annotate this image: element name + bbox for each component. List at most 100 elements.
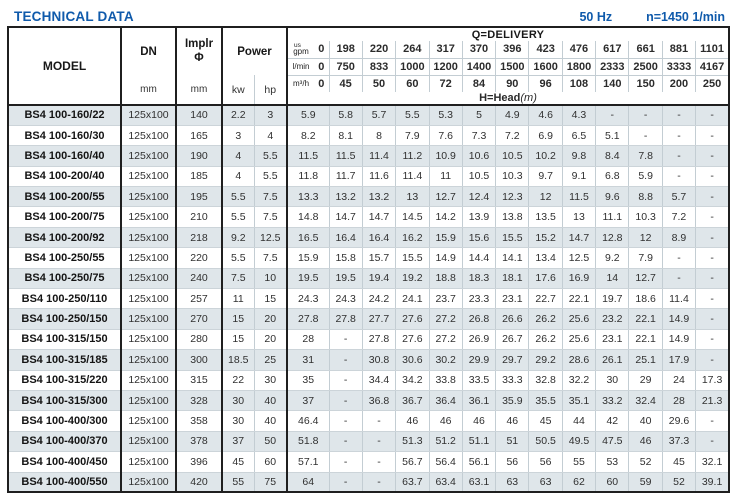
speed-label: n=1450 1/min: [646, 10, 725, 24]
head-value-cell: 22.1: [628, 308, 663, 330]
table-row: BS4 100-315/150 125x100 280 15 20 28-27.8 27.6…: [8, 329, 729, 351]
delivery-m3h-value: 45: [328, 75, 363, 92]
impeller-cell: 270: [175, 308, 222, 330]
model-cell: BS4 100-200/92: [8, 227, 121, 249]
kw-cell: 15: [221, 308, 254, 330]
head-value-cell: 12.4: [461, 186, 496, 208]
head-value-cell: -: [695, 308, 729, 330]
dn-cell: 125x100: [120, 145, 176, 167]
delivery-lmin-value: 2333: [595, 58, 629, 76]
table-row: BS4 100-160/40 125x100 190 4 5.5 11.5 11.5 11.4…: [8, 145, 729, 167]
head-value-cell: 27.2: [428, 308, 463, 330]
head-value-cell: -: [695, 288, 729, 310]
impeller-cell: 396: [175, 451, 222, 473]
delivery-lmin-value: 1400: [461, 58, 496, 76]
dn-cell: 125x100: [120, 105, 176, 126]
head-value-cell: 18.6: [628, 288, 663, 310]
head-value-cell: 13: [395, 186, 429, 208]
head-value-cell: -: [328, 329, 363, 351]
head-value-cell: 28.6: [561, 349, 596, 371]
head-value-cell: 56.4: [428, 451, 463, 473]
model-cell: BS4 100-315/220: [8, 370, 121, 391]
delivery-lmin-value: 2500: [628, 58, 663, 76]
head-value-cell: 27.6: [395, 308, 429, 330]
head-value-cell: -: [661, 145, 696, 167]
head-value-cell: 33.8: [428, 370, 463, 391]
head-value-cell: 27.8: [361, 329, 396, 351]
head-value-cell: 9.8: [561, 145, 596, 167]
model-cell: BS4 100-400/300: [8, 410, 121, 432]
gpm-unit-label: us gpm: [286, 41, 315, 59]
head-value-cell: 16.4: [328, 227, 363, 249]
head-value-cell: 23.7: [428, 288, 463, 310]
head-value-cell: 30.8: [361, 349, 396, 371]
power-column-header: Power: [220, 27, 288, 75]
head-value-cell: 27.8: [286, 308, 330, 330]
delivery-lmin-value: 1200: [428, 58, 463, 76]
head-value-cell: 29.6: [661, 410, 696, 432]
head-value-cell: 21.3: [695, 390, 729, 412]
delivery-lmin-value: 833: [361, 58, 396, 76]
head-value-cell: 8.8: [628, 186, 663, 208]
table-row: BS4 100-315/300 125x100 328 30 40 37-36.8 36.7…: [8, 390, 729, 412]
hp-cell: 10: [253, 268, 288, 290]
impeller-cell: 140: [175, 105, 222, 126]
impeller-cell: 240: [175, 268, 222, 290]
head-value-cell: -: [361, 410, 396, 432]
table-header: MODEL DN Implr Φ Power Q=DELIVERY us gpm…: [8, 27, 729, 106]
head-value-cell: 56: [495, 451, 529, 473]
head-value-cell: 35.9: [495, 390, 529, 412]
head-value-cell: 52: [628, 451, 663, 473]
delivery-m3h-value: 108: [561, 75, 596, 92]
table-row: BS4 100-200/40 125x100 185 4 5.5 11.8 11.7 11.6…: [8, 166, 729, 188]
head-value-cell: 34.2: [395, 370, 429, 391]
head-value-cell: 59: [628, 472, 663, 493]
head-value-cell: 29: [628, 370, 663, 391]
dn-cell: 125x100: [120, 410, 176, 432]
delivery-lmin-value: 1800: [561, 58, 596, 76]
head-value-cell: 5.5: [395, 105, 429, 126]
impeller-cell: 280: [175, 329, 222, 351]
head-value-cell: 56: [528, 451, 563, 473]
head-value-cell: 5.7: [361, 105, 396, 126]
model-column-header: MODEL: [8, 27, 121, 106]
head-value-cell: 36.7: [395, 390, 429, 412]
head-value-cell: 26.9: [461, 329, 496, 351]
head-value-cell: 45: [661, 451, 696, 473]
head-value-cell: 51.2: [428, 431, 463, 453]
impeller-cell: 420: [175, 472, 222, 493]
head-value-cell: -: [695, 329, 729, 351]
kw-cell: 30: [221, 410, 254, 432]
impeller-label: Implr: [184, 38, 214, 51]
head-value-cell: 32.2: [561, 370, 596, 391]
model-cell: BS4 100-200/55: [8, 186, 121, 208]
head-value-cell: 25.1: [628, 349, 663, 371]
head-value-cell: 13.2: [328, 186, 363, 208]
head-value-cell: 13.2: [361, 186, 396, 208]
head-value-cell: 23.3: [461, 288, 496, 310]
dn-cell: 125x100: [120, 186, 176, 208]
impeller-cell: 220: [175, 247, 222, 269]
head-value-cell: 23.1: [495, 288, 529, 310]
head-value-cell: 4.6: [528, 105, 563, 126]
hp-unit-label: hp: [253, 75, 288, 106]
page-title: TECHNICAL DATA: [14, 9, 134, 24]
delivery-gpm-value: 476: [561, 41, 596, 59]
head-value-cell: 30.2: [428, 349, 463, 371]
model-cell: BS4 100-400/450: [8, 451, 121, 473]
head-value-cell: 14.5: [395, 206, 429, 228]
head-value-cell: 10.9: [428, 145, 463, 167]
head-value-cell: -: [695, 186, 729, 208]
impeller-column-header: Implr Φ: [175, 27, 222, 75]
delivery-m3h-value: 50: [361, 75, 396, 92]
head-value-cell: 46: [495, 410, 529, 432]
us-label: us: [294, 41, 301, 49]
head-value-cell: 49.5: [561, 431, 596, 453]
table-row: BS4 100-400/550 125x100 420 55 75 64- -63.7 63.…: [8, 472, 729, 493]
head-value-cell: 16.9: [561, 268, 596, 290]
head-value-cell: 22.7: [528, 288, 563, 310]
head-value-cell: 8.4: [595, 145, 629, 167]
dn-cell: 125x100: [120, 125, 176, 147]
hp-cell: 20: [253, 308, 288, 330]
head-value-cell: 7.2: [661, 206, 696, 228]
